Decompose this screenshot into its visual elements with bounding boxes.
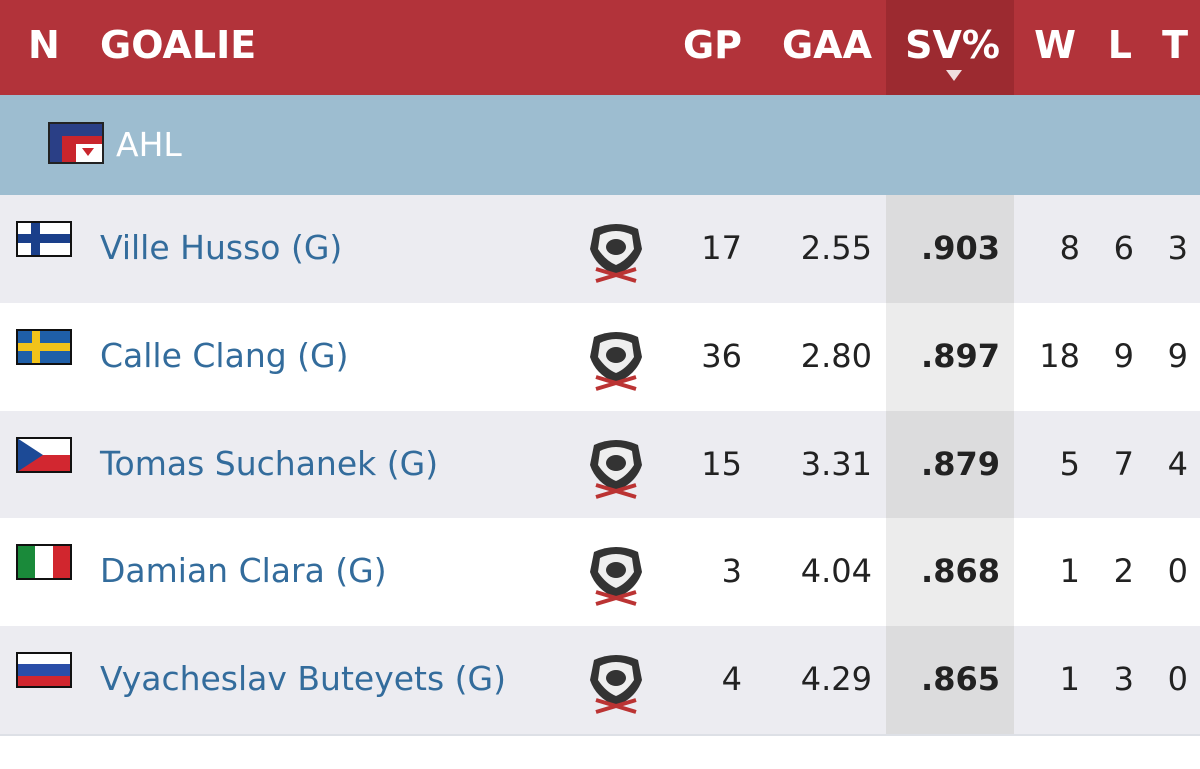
stat-cell: 36	[701, 336, 742, 375]
column-header: GAA	[781, 23, 872, 67]
column-header: N	[28, 23, 60, 67]
team-logo	[590, 224, 642, 283]
stat-cell: 4.04	[800, 552, 872, 591]
sorted-column-header	[886, 0, 1014, 95]
stat-cell: 1	[1059, 552, 1080, 591]
stat-cell: 18	[1039, 336, 1080, 375]
column-header: W	[1034, 23, 1076, 67]
column-header: SV%	[905, 23, 1000, 67]
stat-cell: 5	[1059, 444, 1080, 483]
stat-cell: 0	[1167, 552, 1188, 591]
table-bottom-border	[0, 734, 1200, 736]
stat-cell: 7	[1113, 444, 1134, 483]
stat-cell: 1	[1059, 660, 1080, 699]
stat-cell: 8	[1059, 229, 1080, 267]
country-flag	[16, 436, 72, 473]
table-row: Vyacheslav Buteyets (G) 4 4.29 .865 1 3 0	[0, 626, 1200, 735]
sorted-column-cell	[886, 626, 1014, 735]
table-row: Ville Husso (G) 17 2.55 .903 8 6 3	[0, 195, 1200, 303]
stat-cell: 17	[701, 229, 742, 267]
stat-cell: 0	[1167, 660, 1188, 699]
stat-cell: 6	[1113, 229, 1134, 267]
sorted-column-cell	[886, 302, 1014, 411]
table-row: Damian Clara (G) 3 4.04 .868 1 2 0	[0, 518, 1200, 627]
stat-cell: 4.29	[800, 660, 872, 699]
team-logo	[590, 547, 642, 607]
player-name[interactable]: Damian Clara (G)	[100, 551, 387, 591]
stat-cell: 3	[1113, 660, 1134, 699]
stat-cell: 9	[1113, 336, 1134, 375]
stat-cell: 3	[721, 552, 742, 591]
sorted-column-cell	[886, 195, 1014, 303]
column-header: T	[1162, 23, 1188, 67]
group-label: AHL	[116, 125, 182, 164]
country-flag	[16, 652, 72, 689]
sorted-column-cell	[886, 410, 1014, 519]
stat-cell: 4	[721, 660, 742, 699]
country-flag	[16, 544, 72, 581]
stat-cell: .903	[921, 229, 1000, 267]
team-logo	[590, 655, 642, 715]
team-logo	[590, 439, 642, 499]
column-header: GOALIE	[100, 23, 257, 67]
stat-cell: 3	[1167, 229, 1188, 267]
player-name[interactable]: Vyacheslav Buteyets (G)	[100, 659, 506, 699]
player-name[interactable]: Ville Husso (G)	[100, 228, 343, 267]
stat-cell: 2	[1113, 552, 1134, 591]
stat-cell: 4	[1167, 444, 1188, 483]
stat-cell: 9	[1167, 336, 1188, 375]
column-header: L	[1107, 23, 1132, 67]
table-row: Tomas Suchanek (G) 15 3.31 .879 5 7 4	[0, 410, 1200, 519]
group-row	[0, 95, 1200, 195]
sort-arrow	[946, 70, 962, 81]
sorted-column-cell	[886, 518, 1014, 627]
league-logo	[48, 122, 104, 164]
stat-cell: .879	[921, 444, 1000, 483]
player-name[interactable]: Calle Clang (G)	[100, 335, 349, 375]
stat-cell: 15	[701, 444, 742, 483]
table-row: Calle Clang (G) 36 2.80 .897 18 9 9	[0, 302, 1200, 411]
country-flag	[16, 328, 72, 365]
column-header: GP	[682, 23, 742, 67]
stat-cell: 3.31	[800, 444, 872, 483]
stat-cell: .897	[921, 336, 1000, 375]
stat-cell: .868	[921, 552, 1000, 591]
stat-cell: 2.80	[800, 336, 872, 375]
team-logo	[590, 331, 642, 391]
stat-cell: .865	[921, 660, 1000, 699]
stat-cell: 2.55	[800, 229, 872, 267]
player-name[interactable]: Tomas Suchanek (G)	[100, 443, 439, 483]
country-flag	[16, 221, 72, 257]
